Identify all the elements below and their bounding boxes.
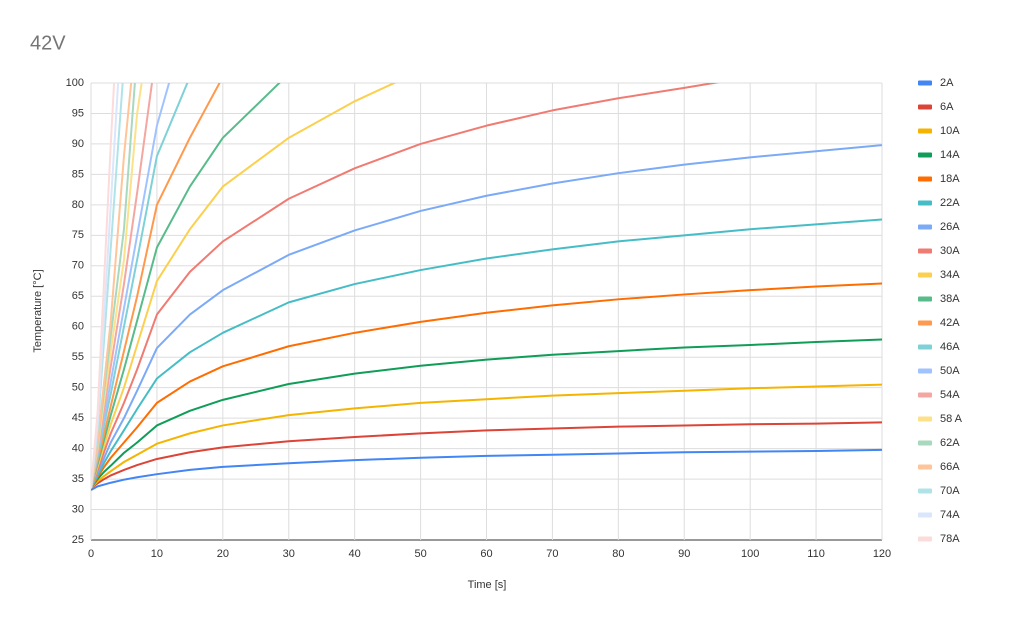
x-tick-label: 60 (480, 548, 492, 560)
y-tick-label: 25 (72, 534, 84, 546)
series-line (91, 448, 882, 491)
y-tick-label: 90 (72, 138, 84, 150)
y-tick-label: 100 (66, 77, 84, 89)
series-line (91, 83, 133, 489)
legend-swatch (918, 416, 932, 422)
x-tick-label: 40 (349, 548, 361, 560)
grid: 25 30 35 40 45 50 55 60 65 70 75 80 85 90 95 100 0 10 20 30… (66, 77, 892, 560)
y-axis-label: Temperature [°C] (32, 269, 44, 352)
legend-label: 2A (940, 77, 954, 89)
y-tick-label: 45 (72, 412, 84, 424)
legend-label: 66A (940, 461, 960, 473)
x-tick-label: 100 (741, 548, 759, 560)
legend-swatch (918, 128, 932, 134)
legend-label: 54A (940, 389, 960, 401)
legend: 2A 6A 10A 14A 18A 22A 26A 30A 34A 38A 42A 46A 50A 54A… (918, 77, 963, 545)
chart-title: 42V (30, 32, 66, 54)
y-tick-label: 75 (72, 229, 84, 241)
legend-swatch (918, 536, 932, 542)
y-tick-label: 30 (72, 503, 84, 515)
legend-swatch (918, 224, 932, 230)
legend-swatch (918, 272, 932, 278)
x-tick-label: 120 (873, 548, 891, 560)
y-tick-label: 60 (72, 321, 84, 333)
legend-swatch (918, 104, 932, 110)
y-tick-label: 50 (72, 382, 84, 394)
legend-swatch (918, 440, 932, 446)
legend-swatch (918, 248, 932, 254)
legend-label: 10A (940, 125, 960, 137)
series-line (91, 83, 116, 489)
plot-area (91, 83, 882, 491)
x-tick-label: 10 (151, 548, 163, 560)
legend-label: 14A (940, 149, 960, 161)
legend-swatch (918, 344, 932, 350)
x-tick-label: 20 (217, 548, 229, 560)
y-tick-label: 35 (72, 473, 84, 485)
legend-label: 58 A (940, 413, 963, 425)
series-line (91, 218, 882, 489)
series-line (91, 83, 281, 489)
y-tick-label: 55 (72, 351, 84, 363)
x-axis-label: Time [s] (468, 579, 507, 591)
x-tick-label: 50 (414, 548, 426, 560)
legend-label: 62A (940, 437, 960, 449)
legend-swatch (918, 320, 932, 326)
legend-swatch (918, 512, 932, 518)
series-line (91, 338, 882, 489)
legend-swatch (918, 392, 932, 398)
legend-label: 50A (940, 365, 960, 377)
series-line (91, 83, 720, 489)
legend-label: 38A (940, 293, 960, 305)
x-tick-label: 70 (546, 548, 558, 560)
legend-label: 34A (940, 269, 960, 281)
legend-label: 30A (940, 245, 960, 257)
series-line (91, 421, 882, 490)
legend-swatch (918, 464, 932, 470)
y-tick-label: 70 (72, 260, 84, 272)
legend-swatch (918, 200, 932, 206)
x-tick-label: 110 (807, 548, 825, 560)
legend-swatch (918, 176, 932, 182)
legend-label: 18A (940, 173, 960, 185)
legend-label: 46A (940, 341, 960, 353)
series-line (91, 383, 882, 489)
legend-swatch (918, 296, 932, 302)
legend-label: 78A (940, 533, 960, 545)
y-tick-label: 65 (72, 290, 84, 302)
legend-label: 70A (940, 485, 960, 497)
y-tick-label: 40 (72, 443, 84, 455)
legend-label: 22A (940, 197, 960, 209)
legend-label: 6A (940, 101, 954, 113)
x-tick-label: 80 (612, 548, 624, 560)
series-line (91, 282, 882, 489)
legend-label: 74A (940, 509, 960, 521)
legend-swatch (918, 488, 932, 494)
legend-label: 42A (940, 317, 960, 329)
legend-label: 26A (940, 221, 960, 233)
y-tick-label: 85 (72, 168, 84, 180)
y-tick-label: 95 (72, 107, 84, 119)
y-tick-label: 80 (72, 199, 84, 211)
series-line (91, 144, 882, 489)
x-tick-label: 0 (88, 548, 94, 560)
legend-swatch (918, 368, 932, 374)
legend-swatch (918, 152, 932, 158)
legend-swatch (918, 80, 932, 86)
x-tick-label: 90 (678, 548, 690, 560)
x-tick-label: 30 (283, 548, 295, 560)
series-line (91, 83, 397, 489)
